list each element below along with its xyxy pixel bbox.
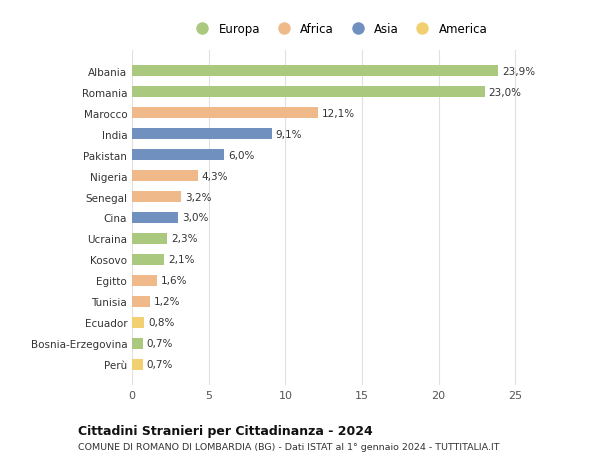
- Legend: Europa, Africa, Asia, America: Europa, Africa, Asia, America: [190, 23, 488, 36]
- Bar: [132, 338, 143, 349]
- Text: 23,9%: 23,9%: [502, 67, 535, 77]
- Bar: [132, 191, 181, 203]
- Text: 3,0%: 3,0%: [182, 213, 208, 223]
- Bar: [132, 317, 144, 329]
- Text: 4,3%: 4,3%: [202, 171, 228, 181]
- Text: 12,1%: 12,1%: [322, 108, 355, 118]
- Bar: [132, 254, 164, 266]
- Text: 2,3%: 2,3%: [171, 234, 197, 244]
- Bar: [132, 212, 178, 224]
- Text: 6,0%: 6,0%: [228, 150, 254, 160]
- Bar: [132, 359, 143, 370]
- Text: 23,0%: 23,0%: [488, 87, 521, 97]
- Text: 0,7%: 0,7%: [146, 339, 173, 349]
- Bar: [132, 275, 157, 286]
- Text: Cittadini Stranieri per Cittadinanza - 2024: Cittadini Stranieri per Cittadinanza - 2…: [78, 425, 373, 437]
- Text: COMUNE DI ROMANO DI LOMBARDIA (BG) - Dati ISTAT al 1° gennaio 2024 - TUTTITALIA.: COMUNE DI ROMANO DI LOMBARDIA (BG) - Dat…: [78, 442, 499, 451]
- Text: 1,6%: 1,6%: [160, 276, 187, 286]
- Text: 0,8%: 0,8%: [148, 318, 175, 328]
- Text: 2,1%: 2,1%: [168, 255, 194, 265]
- Bar: [132, 107, 317, 119]
- Bar: [132, 233, 167, 245]
- Text: 1,2%: 1,2%: [154, 297, 181, 307]
- Text: 9,1%: 9,1%: [275, 129, 302, 139]
- Text: 0,7%: 0,7%: [146, 359, 173, 369]
- Bar: [132, 129, 272, 140]
- Bar: [132, 296, 151, 308]
- Bar: [132, 87, 485, 98]
- Bar: [132, 66, 499, 77]
- Text: 3,2%: 3,2%: [185, 192, 211, 202]
- Bar: [132, 150, 224, 161]
- Bar: [132, 170, 198, 182]
